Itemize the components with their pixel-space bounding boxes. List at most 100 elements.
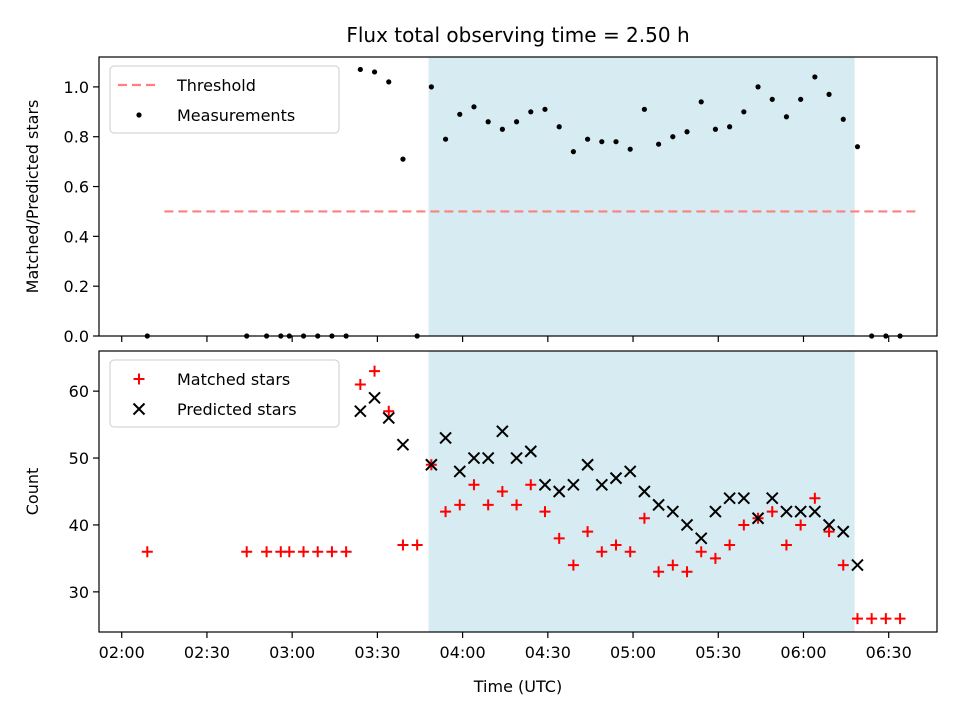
measurement-point (798, 96, 804, 102)
y-tick: 0.8 (64, 128, 99, 147)
measurement-point (783, 114, 790, 120)
matched-star-marker (866, 613, 878, 625)
y-tick: 0.6 (64, 178, 99, 197)
x-tick: 04:30 (525, 632, 571, 662)
top-panel: 0.0 0.2 0.4 0.6 0.8 1.0 Matched/Predicted sta… (23, 56, 938, 346)
observing-window-shading (428, 351, 855, 632)
top-axes-frame (98, 56, 938, 337)
predicted-star-marker (581, 458, 594, 471)
legend-label: Measurements (177, 106, 295, 125)
predicted-star-marker (666, 505, 680, 518)
matched-star-marker (610, 539, 622, 551)
predicted-star-marker (709, 505, 722, 518)
measurement-point (513, 119, 520, 125)
matched-star-marker (738, 519, 750, 531)
matched-star-marker (298, 546, 310, 558)
predicted-star-marker (396, 438, 410, 451)
x-tick-label: 06:30 (866, 643, 912, 662)
x-tick-label: 05:00 (610, 643, 656, 662)
matched-star-marker (823, 526, 835, 538)
measurement-point (499, 126, 505, 132)
measurement-point (656, 141, 662, 147)
x-tick: 05:30 (695, 632, 741, 662)
matched-star-marker (553, 532, 565, 544)
top-legend: Threshold Measurements (109, 65, 340, 134)
measurement-point (599, 139, 605, 145)
matched-star-marker (780, 539, 792, 551)
x-tick: 02:00 (99, 632, 145, 662)
matched-star-marker (496, 486, 508, 497)
measurement-point (386, 79, 392, 85)
predicted-star-marker (623, 465, 637, 478)
measurement-point (556, 124, 562, 130)
predicted-star-marker (425, 458, 438, 471)
matched-star-marker (851, 613, 863, 625)
predicted-star-marker (467, 451, 481, 465)
measurement-point (755, 84, 761, 90)
matched-star-marker (482, 499, 494, 511)
x-tick-label: 05:30 (695, 643, 741, 662)
predicted-star-marker (382, 411, 395, 425)
predicted-star-marker (638, 485, 651, 498)
x-tick-label: 04:00 (440, 643, 486, 662)
measurement-point (442, 136, 449, 142)
measurement-point (371, 69, 378, 75)
matched-star-marker (440, 506, 452, 518)
matched-star-marker (582, 526, 594, 538)
x-tick-label: 04:30 (525, 643, 571, 662)
predicted-star-marker (595, 478, 609, 492)
predicted-star-marker (780, 505, 793, 518)
y-tick-label: 0.8 (64, 128, 89, 147)
predicted-star-marker (567, 478, 580, 492)
measurement-point (357, 66, 363, 73)
matched-star-marker (241, 546, 253, 558)
x-tick: 06:00 (780, 632, 827, 662)
matched-star-marker (653, 566, 665, 578)
matched-star-marker (283, 546, 295, 558)
measurement-point (400, 156, 406, 162)
matched-star-marker (397, 539, 409, 551)
measurement-point (670, 134, 676, 140)
measurement-point (613, 139, 619, 145)
predicted-star-marker (695, 532, 708, 545)
measurement-point (727, 124, 733, 130)
observing-window-shading (428, 57, 855, 336)
matched-star-marker (695, 546, 707, 558)
bottom-axes-frame (98, 350, 938, 633)
matched-star-marker (539, 506, 551, 518)
predicted-star-marker (453, 465, 466, 478)
measurement-point (854, 144, 861, 150)
measurement-point (570, 149, 576, 155)
x-tick: 03:00 (269, 632, 315, 662)
matched-star-marker (383, 405, 395, 417)
measurement-point (471, 104, 477, 110)
predicted-star-marker (851, 558, 864, 572)
legend-label: Threshold (176, 76, 256, 95)
y-tick: 0.0 (64, 327, 99, 346)
measurement-point (812, 74, 818, 80)
matched-star-marker (795, 519, 807, 531)
legend-box (109, 65, 340, 134)
matched-star-marker (525, 479, 537, 491)
measurement-point (528, 109, 534, 115)
bottom-legend: Matched stars Predicted stars (109, 359, 340, 428)
y-tick-label: 60 (69, 382, 89, 401)
predicted-star-marker (751, 512, 765, 525)
measurement-point (698, 99, 704, 105)
y-tick: 0.4 (64, 227, 99, 246)
legend-label: Predicted stars (177, 400, 297, 419)
y-tick: 40 (69, 516, 99, 535)
predicted-star-marker (766, 491, 779, 505)
top-y-axis: 0.0 0.2 0.4 0.6 0.8 1.0 (64, 78, 99, 346)
y-tick: 1.0 (64, 78, 99, 97)
y-tick: 50 (69, 449, 99, 468)
measurement-point (428, 84, 434, 90)
matched-star-marker (880, 613, 892, 625)
x-tick-label: 06:00 (780, 643, 826, 662)
y-tick-label: 0.2 (64, 277, 89, 296)
measurement-point (840, 116, 846, 122)
matched-star-marker (261, 546, 273, 558)
matched-star-marker (724, 539, 736, 551)
